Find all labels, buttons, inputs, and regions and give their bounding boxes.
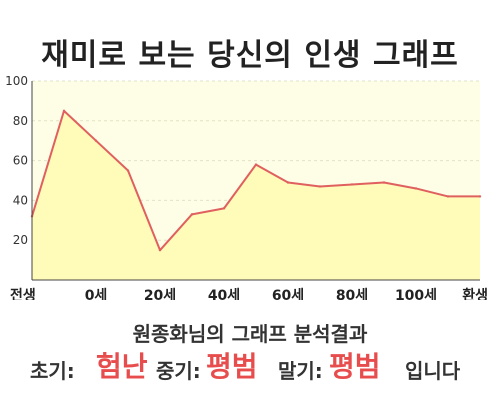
data-point	[222, 207, 226, 210]
data-point	[382, 181, 386, 184]
data-point	[478, 195, 482, 198]
data-point	[126, 169, 130, 172]
x-tick-label: 0세	[85, 288, 108, 300]
axis-layer	[31, 81, 480, 281]
x-tick-label: 60세	[272, 288, 304, 300]
data-point	[190, 213, 194, 216]
y-tick-label: 80	[13, 114, 28, 128]
data-point	[158, 248, 162, 252]
data-point	[446, 195, 450, 198]
x-tick-labels: 전생 0세 20세 40세 60세 80세 100세 환생	[10, 287, 488, 300]
data-point	[350, 183, 354, 186]
analysis-summary: 원종화님의 그래프 분석결과	[132, 322, 368, 346]
mid-label: 중기:	[156, 359, 201, 383]
x-tick-label: 환생	[462, 287, 488, 300]
data-point	[318, 185, 322, 188]
data-point	[254, 163, 258, 166]
y-tick-label: 40	[13, 193, 28, 207]
life-graph-chart: 20 40 60 80 100 전생 0세 20세 40세 60세 80세 100세 환생	[5, 74, 488, 300]
result-suffix: 입니다	[405, 359, 461, 383]
area-fill	[32, 110, 480, 280]
x-tick-label: 100세	[395, 288, 437, 300]
result-line: 초기: 험난 중기: 평범 말기: 평범 입니다	[0, 345, 500, 385]
page-title: 재미로 보는 당신의 인생 그래프	[41, 38, 459, 73]
x-tick-label: 전생	[10, 287, 36, 300]
y-tick-label: 60	[13, 154, 28, 168]
mid-value: 평범	[206, 350, 258, 383]
y-tick-label: 20	[13, 233, 28, 247]
early-label: 초기:	[30, 359, 75, 383]
late-label: 말기:	[278, 359, 323, 383]
y-tick-labels: 20 40 60 80 100	[5, 74, 28, 247]
data-point	[414, 187, 418, 190]
early-value: 험난	[96, 350, 148, 383]
area-layer	[30, 109, 482, 280]
data-point	[286, 181, 290, 184]
data-point	[94, 139, 98, 142]
x-tick-label: 20세	[144, 288, 176, 300]
y-tick-label: 100	[5, 74, 28, 88]
late-value: 평범	[329, 350, 381, 383]
x-tick-label: 80세	[336, 288, 368, 300]
x-tick-label: 40세	[208, 288, 240, 300]
data-point	[62, 109, 66, 113]
